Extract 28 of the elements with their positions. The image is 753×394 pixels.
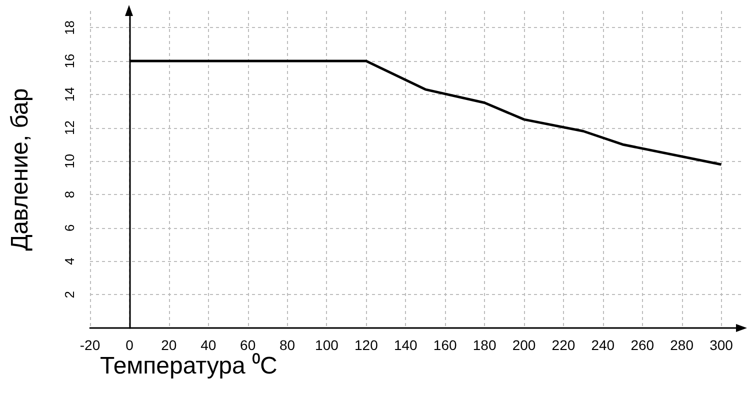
x-tick-label: 80 (279, 337, 296, 353)
x-tick-label: 220 (552, 337, 576, 353)
x-tick-label: 0 (126, 337, 134, 353)
x-tick-label: 120 (354, 337, 378, 353)
y-tick-label: 10 (62, 154, 77, 168)
x-tick-label: 260 (630, 337, 654, 353)
x-tick-label: 300 (710, 337, 734, 353)
x-tick-label: 240 (591, 337, 615, 353)
x-tick-label: 200 (512, 337, 536, 353)
y-tick-label: 4 (62, 258, 77, 265)
x-tick-label: 20 (161, 337, 177, 353)
x-tick-label: -20 (80, 337, 100, 353)
x-tick-label: 40 (200, 337, 216, 353)
y-tick-label: 8 (62, 190, 77, 198)
x-tick-label: 140 (394, 337, 418, 353)
x-tick-label: 280 (670, 337, 694, 353)
y-tick-label: 6 (62, 224, 77, 232)
y-tick-label: 14 (62, 87, 77, 102)
x-axis-title: Температура ⁰C (100, 352, 278, 380)
x-tick-label: 180 (472, 337, 496, 353)
x-tick-label: 60 (240, 337, 256, 353)
y-axis-title: Давление, бар (6, 88, 34, 251)
x-tick-label: 100 (315, 337, 339, 353)
y-tick-label: 16 (62, 54, 77, 68)
y-tick-label: 2 (62, 291, 77, 298)
y-tick-label: 12 (62, 120, 77, 136)
x-tick-label: 160 (433, 337, 457, 353)
y-tick-label: 18 (62, 20, 77, 35)
